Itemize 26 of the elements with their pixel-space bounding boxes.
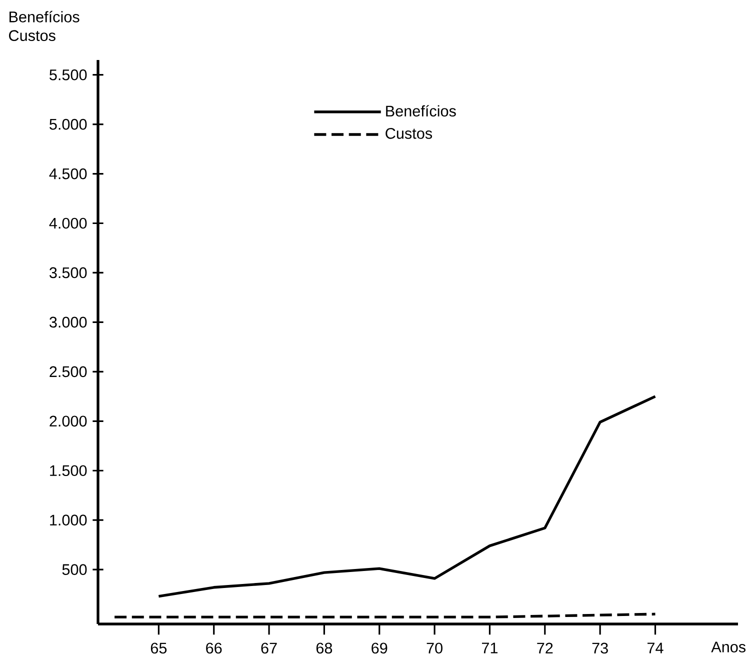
x-tick-label: 71	[482, 642, 498, 654]
x-tick-label: 72	[537, 642, 553, 654]
x-tick-label: 70	[426, 642, 442, 654]
y-tick-label: 5.000	[50, 119, 87, 130]
x-tick-label: 65	[150, 642, 167, 654]
x-tick-label: 67	[261, 642, 277, 654]
legend-label: Custos	[386, 128, 432, 140]
y-tick-label: 4.000	[49, 218, 87, 229]
y-tick-label: 2.000	[50, 416, 87, 427]
y-tick-label: 1.500	[50, 465, 87, 476]
y-tick-label: 1.000	[50, 514, 87, 526]
line-series	[157, 395, 657, 598]
x-axis-title: Anos	[711, 642, 746, 653]
y-tick-label: 2.500	[50, 366, 87, 378]
y-axis-title: Benefícios Custos	[9, 11, 80, 42]
y-tick-label: 3.500	[50, 267, 87, 278]
legend-label: Benefícios	[386, 105, 456, 117]
x-tick-label: 73	[592, 642, 608, 654]
x-tick-label: 74	[648, 642, 664, 654]
y-tick-label: 3.000	[50, 316, 87, 328]
y-tick-label: 4.500	[49, 168, 87, 180]
x-tick-label: 66	[206, 642, 222, 654]
y-tick-label: 5.500	[50, 70, 87, 80]
x-tick-label: 68	[316, 642, 332, 654]
x-tick-label: 69	[372, 642, 388, 654]
y-tick-label: 500	[62, 564, 87, 576]
